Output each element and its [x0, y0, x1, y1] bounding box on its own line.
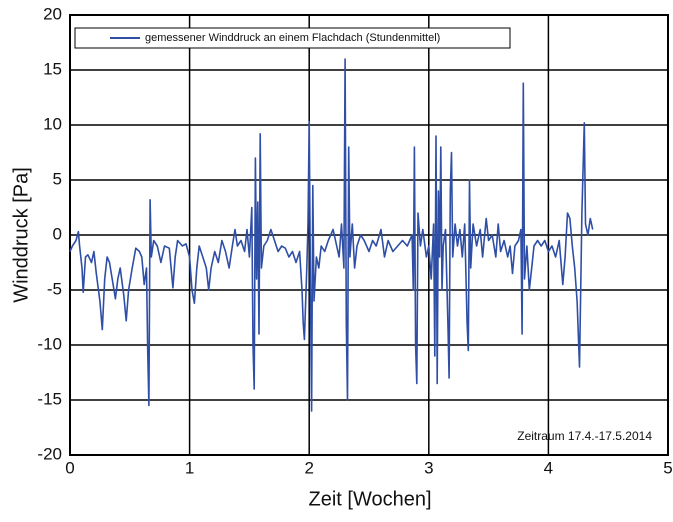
x-tick-label: 4: [544, 458, 553, 477]
y-tick-label: 15: [43, 59, 62, 78]
y-tick-label: 10: [43, 114, 62, 133]
y-tick-label: 5: [53, 169, 62, 188]
data-line: [69, 58, 594, 412]
x-axis-label: Zeit [Wochen]: [308, 488, 431, 510]
y-tick-label: 0: [53, 224, 62, 243]
plot-frame: [69, 14, 669, 456]
y-tick-label: -10: [37, 334, 62, 353]
x-tick-label: 0: [65, 458, 74, 477]
x-tick-label: 3: [424, 458, 433, 477]
legend-label: gemessener Winddruck an einem Flachdach …: [145, 32, 440, 44]
y-tick-label: -5: [47, 279, 62, 298]
y-tick-label: 20: [43, 4, 62, 23]
y-tick-label: -20: [37, 444, 62, 463]
annotation: Zeitraum 17.4.-17.5.2014: [517, 429, 652, 443]
y-tick-label: -15: [37, 389, 62, 408]
x-tick-label: 5: [663, 458, 672, 477]
legend-box: [74, 27, 511, 49]
x-tick-label: 2: [304, 458, 313, 477]
x-tick-label: 1: [185, 458, 194, 477]
y-axis-label: Winddruck [Pa]: [10, 167, 32, 303]
